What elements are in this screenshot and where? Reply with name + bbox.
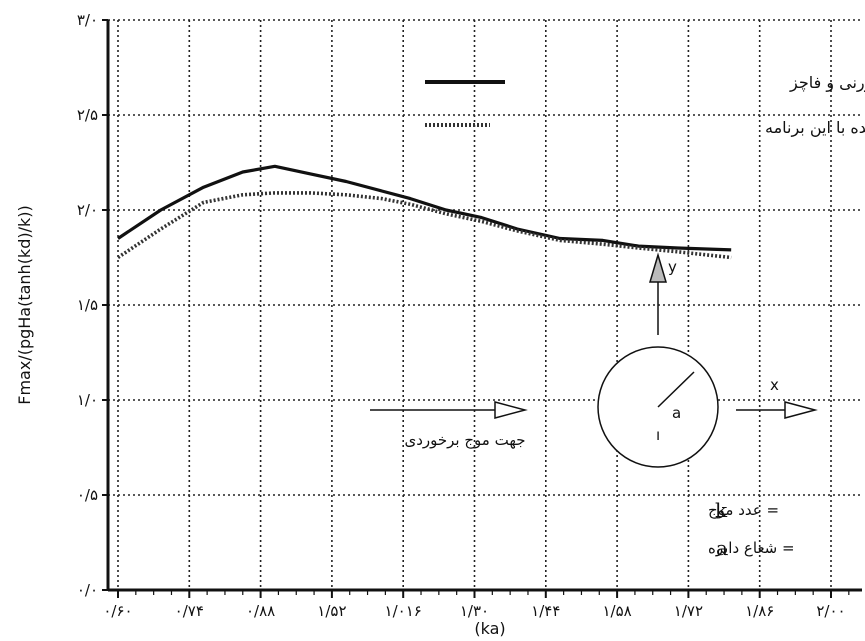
series-line-program-result [117, 191, 732, 260]
x-tick-label: ۲/۰۰ [816, 602, 845, 620]
legend-dotted-label: محاسبه شده با این برنامه [765, 118, 865, 138]
x-tick-label: ۰/۷۴ [175, 602, 204, 620]
y-axis-arrow-label: y [668, 258, 677, 276]
radius-label: a [672, 404, 681, 422]
k-definition: = عدد موج [708, 501, 779, 520]
x-arrow-head [784, 401, 818, 419]
wave-diagram: جهت موج برخوردی a ı y x k = عدد موج a = … [370, 252, 818, 560]
x-tick-label: ۰/۸۸ [246, 602, 275, 620]
x-axis-arrow-label: x [770, 376, 779, 394]
y-axis-title: Fmax/(pgHa(tanh(kd)/k)) [15, 205, 34, 405]
x-tick-label: ۱/۴۴ [531, 602, 560, 620]
x-tick-label: ۱/۰۱۶ [385, 602, 422, 620]
a-definition: = شعاع دایره [708, 539, 795, 557]
legend-solid-label: راه حل صحیح با مک کورنی و فاچز [789, 73, 865, 93]
y-tick-label: ۰/۵ [77, 486, 98, 504]
series-line-exact-solution [117, 164, 732, 252]
x-tick-label: ۱/۵۸ [602, 602, 631, 620]
ticks: ۰/۰ ۰/۵ ۱/۰ ۱/۵ ۲/۰ ۲/۵ ۳/۰ ۰/۶۰ ۰/۷۴ ۰/۸۸ ۱/۵۲ ۱/۰… [77, 11, 850, 620]
wave-arrow-left-head [494, 401, 528, 419]
y-tick-label: ۰/۰ [77, 581, 98, 599]
y-tick-label: ۱/۵ [77, 296, 98, 314]
x-tick-label: ۱/۸۶ [745, 602, 774, 620]
x-tick-label: ۰/۶۰ [103, 602, 132, 620]
y-tick-label: ۲/۰ [77, 201, 98, 219]
y-arrow-head [648, 252, 668, 283]
y-tick-label: ۲/۵ [77, 106, 98, 124]
x-tick-label: ۱/۵۲ [317, 602, 346, 620]
legend: راه حل صحیح با مک کورنی و فاچز محاسبه شد… [425, 73, 865, 138]
grid [108, 19, 862, 590]
y-tick-label: ۱/۰ [77, 391, 98, 409]
y-tick-label: ۳/۰ [77, 11, 98, 29]
k-symbol: k [715, 498, 728, 522]
x-axis-title: (ka) [474, 619, 505, 638]
radius-line [657, 371, 695, 408]
center-mark: ı [656, 426, 660, 444]
wave-direction-label: جهت موج برخوردی [404, 431, 525, 450]
x-tick-label: ۱/۷۲ [674, 602, 703, 620]
a-symbol: a [716, 536, 728, 560]
series [117, 164, 732, 260]
x-tick-label: ۱/۳۰ [460, 602, 489, 620]
